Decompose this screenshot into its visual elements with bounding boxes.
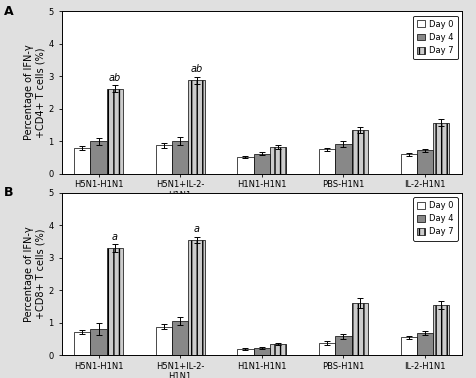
- Bar: [156, 145, 172, 174]
- Bar: [400, 154, 417, 174]
- Text: A: A: [4, 5, 13, 18]
- Bar: [107, 248, 123, 355]
- Bar: [90, 141, 107, 174]
- Bar: [270, 147, 286, 174]
- Bar: [319, 343, 335, 355]
- Bar: [352, 303, 368, 355]
- Bar: [335, 336, 352, 355]
- Bar: [172, 321, 188, 355]
- Bar: [238, 350, 254, 355]
- Legend: Day 0, Day 4, Day 7: Day 0, Day 4, Day 7: [413, 197, 457, 241]
- Text: ab: ab: [109, 73, 121, 83]
- Bar: [238, 157, 254, 174]
- Text: a: a: [112, 232, 118, 242]
- Bar: [172, 141, 188, 174]
- Bar: [433, 122, 449, 174]
- Bar: [417, 333, 433, 355]
- Bar: [74, 332, 90, 355]
- Bar: [74, 148, 90, 174]
- Bar: [107, 89, 123, 174]
- Bar: [254, 154, 270, 174]
- Text: a: a: [194, 224, 199, 234]
- Text: B: B: [4, 186, 13, 199]
- Bar: [90, 329, 107, 355]
- Bar: [156, 327, 172, 355]
- Bar: [270, 344, 286, 355]
- Bar: [254, 348, 270, 355]
- Text: ab: ab: [190, 64, 203, 74]
- Y-axis label: Percentage of IFN-γ
+CD4+ T cells (%): Percentage of IFN-γ +CD4+ T cells (%): [24, 45, 45, 141]
- Bar: [433, 305, 449, 355]
- Bar: [188, 240, 205, 355]
- Legend: Day 0, Day 4, Day 7: Day 0, Day 4, Day 7: [413, 15, 457, 59]
- Bar: [319, 150, 335, 174]
- Bar: [352, 130, 368, 174]
- Bar: [400, 338, 417, 355]
- Bar: [335, 144, 352, 174]
- Y-axis label: Percentage of IFN-γ
+CD8+ T cells (%): Percentage of IFN-γ +CD8+ T cells (%): [24, 226, 45, 322]
- Bar: [417, 150, 433, 174]
- Bar: [188, 80, 205, 174]
